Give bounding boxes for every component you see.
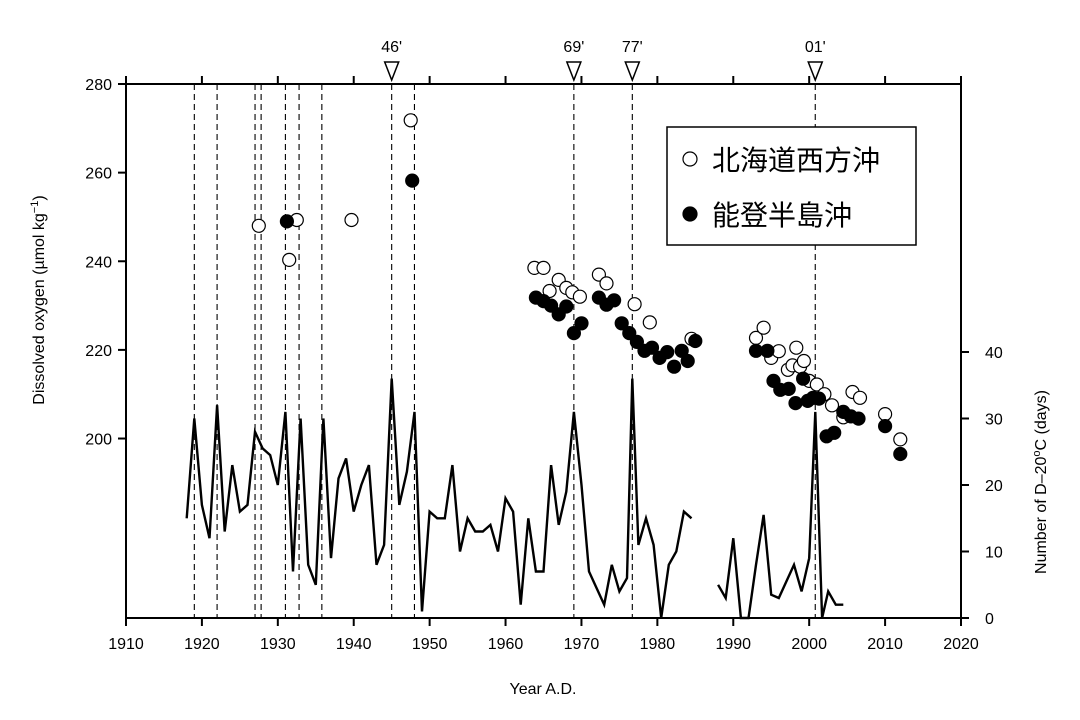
filled-point [851, 411, 866, 426]
filled-point [629, 334, 645, 349]
x-tick-label: 2020 [943, 636, 979, 653]
filled-point [827, 425, 842, 440]
open-point [796, 353, 812, 369]
filled-point [788, 396, 803, 411]
open-point [572, 289, 588, 304]
filled-point [688, 333, 703, 349]
open-point [789, 340, 804, 355]
axes: 1910 1920 1930 1940 1950 1960 1970 1980 1990 2000… [85, 76, 1003, 653]
x-tick-label: 1990 [715, 636, 751, 653]
legend-label-filled: 能登半島沖 [712, 200, 852, 231]
open-point [824, 398, 840, 413]
open-point [809, 377, 824, 392]
filled-point [666, 359, 682, 374]
right-y-tick-label: 0 [985, 611, 994, 628]
right-axis-title: Number of D–20oC (days) [1031, 390, 1050, 574]
legend: 北海道西方沖 能登半島沖 [666, 126, 917, 246]
x-tick-label: 1960 [488, 636, 524, 653]
open-point [756, 320, 771, 335]
event-marker-label: 01' [805, 39, 826, 56]
filled-point [644, 340, 660, 355]
x-tick-label: 2010 [867, 636, 903, 653]
filled-point [811, 391, 827, 406]
event-marker-label: 77' [622, 39, 643, 56]
legend-label-open: 北海道西方沖 [712, 145, 880, 176]
open-point [251, 218, 266, 233]
filled-point [760, 343, 775, 358]
open-point [282, 252, 297, 267]
filled-point [680, 353, 695, 369]
filled-point [574, 316, 589, 331]
event-marker-label: 69' [563, 39, 584, 56]
open-point [344, 212, 359, 228]
days-line-series [185, 378, 844, 620]
open-point [893, 432, 908, 447]
x-tick-label: 1910 [108, 636, 144, 653]
open-point [403, 113, 418, 128]
event-marker-triangle [383, 61, 400, 83]
right-y-tick-label: 30 [985, 412, 1003, 429]
x-tick-label: 1980 [640, 636, 676, 653]
open-point [642, 315, 657, 330]
left-y-tick-label: 220 [85, 343, 112, 360]
filled-point [781, 381, 796, 396]
right-y-tick-label: 40 [985, 345, 1003, 362]
x-axis-title: Year A.D. [509, 681, 576, 698]
event-marker-triangle [807, 61, 824, 83]
event-marker-triangle [624, 61, 641, 83]
event-marker-label: 46' [381, 39, 402, 56]
filled-point [559, 299, 574, 314]
left-y-tick-label: 200 [85, 432, 112, 449]
open-point [627, 297, 642, 312]
filled-point [405, 173, 420, 188]
top-event-markers: 46' 69' 77' 01' [381, 39, 826, 83]
open-point [536, 260, 551, 275]
x-tick-label: 1940 [336, 636, 372, 653]
legend-filled-marker [682, 206, 698, 222]
x-tick-label: 1920 [184, 636, 220, 653]
right-y-tick-label: 10 [985, 545, 1003, 562]
open-circle-series [251, 113, 908, 447]
left-y-tick-label: 260 [85, 166, 112, 183]
left-y-tick-label: 240 [85, 254, 112, 271]
days-line-segment [717, 411, 844, 620]
days-line-segment [185, 378, 693, 619]
event-marker-triangle [565, 61, 582, 83]
event-dashed-lines [193, 84, 816, 618]
legend-box [666, 126, 917, 246]
left-axis-title: Dissolved oxygen (µmol kg−1) [29, 195, 48, 404]
open-point [877, 407, 893, 422]
open-point [599, 276, 614, 291]
left-y-tick-label: 280 [85, 77, 112, 94]
filled-point [606, 293, 622, 308]
filled-point [566, 326, 582, 341]
x-tick-label: 1950 [412, 636, 448, 653]
x-tick-label: 2000 [791, 636, 827, 653]
filled-point [660, 345, 675, 360]
right-y-tick-label: 20 [985, 478, 1003, 495]
legend-open-marker [682, 151, 698, 167]
filled-circle-series [279, 173, 908, 462]
filled-point [279, 214, 294, 229]
filled-point [614, 316, 629, 331]
filled-point [795, 371, 811, 386]
x-tick-label: 1930 [260, 636, 296, 653]
open-point [852, 390, 868, 405]
filled-point [893, 446, 908, 462]
x-tick-label: 1970 [564, 636, 600, 653]
filled-point [877, 419, 893, 434]
